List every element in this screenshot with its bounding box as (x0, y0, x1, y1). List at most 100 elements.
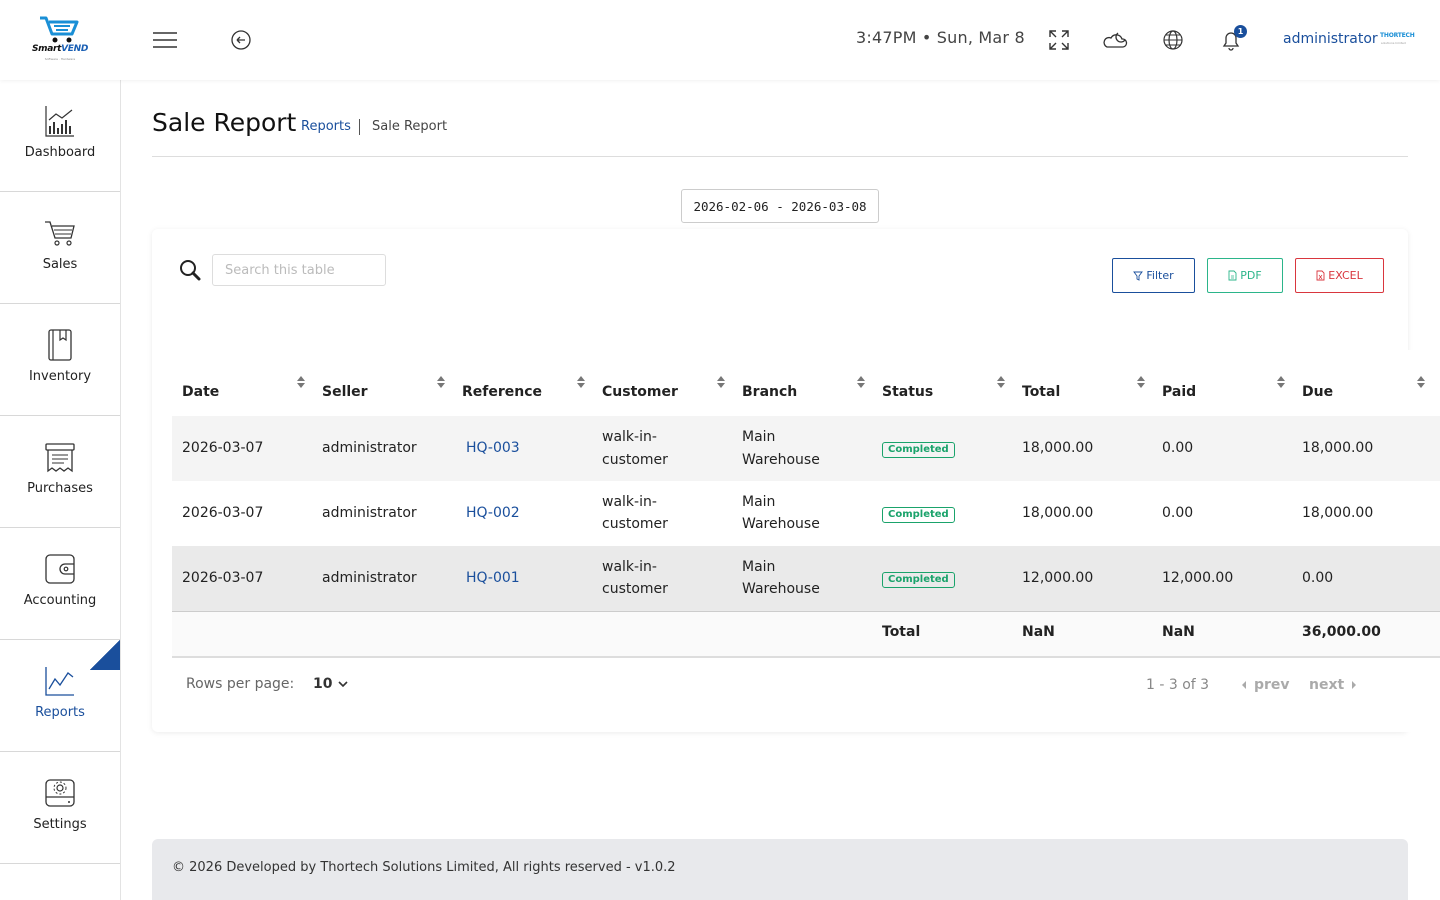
breadcrumb-reports-link[interactable]: Reports (301, 119, 351, 134)
chevron-down-icon (338, 680, 349, 687)
cell-paid: 0.00 (1162, 440, 1194, 456)
column-header-date[interactable]: Date (182, 384, 220, 400)
sidebar-item-settings[interactable]: Settings (0, 752, 120, 864)
status-badge: Completed (882, 507, 955, 523)
rows-per-page-label: Rows per page: (186, 676, 295, 692)
sidebar-item-inventory[interactable]: Inventory (0, 304, 120, 416)
sort-arrows-icon[interactable] (996, 375, 1006, 389)
column-header-status[interactable]: Status (882, 384, 934, 400)
cart-icon (44, 216, 76, 250)
sidebar-item-label: Inventory (28, 369, 92, 384)
cart-logo-icon (40, 16, 79, 43)
sort-arrows-icon[interactable] (1136, 375, 1146, 389)
org-logo: THORTECH solutions limited (1380, 32, 1416, 48)
theme-toggle-button[interactable] (1101, 28, 1129, 52)
pdf-file-icon (1228, 270, 1237, 281)
breadcrumb-current: Sale Report (372, 119, 448, 134)
sort-arrows-icon[interactable] (576, 375, 586, 389)
chevron-left-icon (1242, 681, 1246, 689)
totals-total: NaN (1022, 624, 1055, 640)
sidebar-item-label: Reports (35, 705, 85, 720)
table-row[interactable] (172, 416, 1440, 481)
reference-link[interactable]: HQ-003 (466, 440, 520, 456)
expand-icon (1049, 30, 1069, 50)
column-header-due[interactable]: Due (1302, 384, 1334, 400)
sidebar-item-label: Purchases (27, 481, 93, 496)
column-header-paid[interactable]: Paid (1162, 384, 1197, 400)
org-logo-tagline: solutions limited (1381, 41, 1406, 45)
page-title: Sale Report (152, 108, 297, 137)
sort-arrows-icon[interactable] (716, 375, 726, 389)
column-header-total[interactable]: Total (1022, 384, 1061, 400)
column-header-reference[interactable]: Reference (462, 384, 543, 400)
menu-toggle-button[interactable] (152, 28, 178, 52)
wallet-icon (44, 552, 76, 586)
clock-display: 3:47PM • Sun, Mar 8 (856, 28, 1025, 47)
footer: © 2026 Developed by Thortech Solutions L… (152, 839, 1408, 900)
org-logo-text: THORTECH (1380, 32, 1415, 39)
sidebar-item-label: Settings (33, 817, 87, 832)
cell-paid: 0.00 (1162, 505, 1194, 521)
table-row[interactable] (172, 546, 1440, 611)
cell-customer-line2: customer (602, 452, 668, 468)
notification-badge: 1 (1234, 25, 1247, 38)
date-range-picker[interactable]: 2026-02-06 - 2026-03-08 (681, 189, 879, 223)
sidebar-item-label: Dashboard (24, 145, 96, 160)
cell-date: 2026-03-07 (182, 505, 264, 521)
sort-arrows-icon[interactable] (1276, 375, 1286, 389)
cell-branch-line2: Warehouse (742, 581, 820, 597)
filter-button-label: Filter (1146, 269, 1174, 282)
totals-row (172, 611, 1440, 658)
sidebar-item-accounting[interactable]: Accounting (0, 528, 120, 640)
hamburger-icon (153, 32, 177, 48)
cell-due: 0.00 (1302, 570, 1334, 586)
sidebar-item-sales[interactable]: Sales (0, 192, 120, 304)
cell-branch-line1: Main (742, 494, 776, 510)
sidebar-item-purchases[interactable]: Purchases (0, 416, 120, 528)
cell-branch-line1: Main (742, 429, 776, 445)
next-page-button[interactable]: next (1309, 677, 1357, 693)
table-search-input[interactable] (212, 254, 386, 286)
settings-drive-icon (44, 776, 76, 810)
sidebar-item-dashboard[interactable]: Dashboard (0, 80, 120, 192)
cell-customer-line1: walk-in- (602, 559, 657, 575)
pdf-export-button[interactable]: PDF (1207, 258, 1283, 293)
column-header-seller[interactable]: Seller (322, 384, 368, 400)
sidebar: Dashboard Sales Inventory Purchases Acco… (0, 80, 121, 900)
excel-export-button[interactable]: EXCEL (1295, 258, 1384, 293)
sort-arrows-icon[interactable] (436, 375, 446, 389)
status-badge: Completed (882, 442, 955, 458)
cell-customer-line2: customer (602, 581, 668, 597)
pdf-button-label: PDF (1240, 269, 1262, 282)
column-header-branch[interactable]: Branch (742, 384, 798, 400)
dashboard-chart-icon (44, 104, 76, 138)
sort-arrows-icon[interactable] (296, 375, 306, 389)
notifications-button[interactable]: 1 (1218, 25, 1247, 53)
sort-arrows-icon[interactable] (856, 375, 866, 389)
rows-per-page-select[interactable]: 10 (313, 676, 349, 692)
back-button[interactable] (229, 28, 253, 52)
language-button[interactable] (1161, 28, 1185, 52)
reference-link[interactable]: HQ-001 (466, 570, 520, 586)
cell-date: 2026-03-07 (182, 570, 264, 586)
search-icon (178, 258, 202, 282)
app-logo[interactable]: SmartVEND Software · Hardware (30, 12, 88, 66)
cell-due: 18,000.00 (1302, 505, 1374, 521)
cell-customer-line2: customer (602, 516, 668, 532)
sort-arrows-icon[interactable] (1416, 375, 1426, 389)
receipt-icon (44, 440, 76, 474)
column-header-customer[interactable]: Customer (602, 384, 678, 400)
totals-due: 36,000.00 (1302, 624, 1381, 640)
cell-seller: administrator (322, 505, 417, 521)
user-menu[interactable]: administrator (1283, 31, 1378, 47)
cell-due: 18,000.00 (1302, 440, 1374, 456)
fullscreen-button[interactable] (1047, 28, 1071, 52)
moon-cloud-icon (1103, 32, 1128, 48)
sidebar-item-reports[interactable]: Reports (0, 640, 120, 752)
filter-button[interactable]: Filter (1112, 258, 1195, 293)
footer-copyright: © 2026 Developed by Thortech Solutions L… (172, 860, 676, 875)
breadcrumb-separator (359, 119, 360, 135)
prev-page-button[interactable]: prev (1241, 677, 1290, 693)
reference-link[interactable]: HQ-002 (466, 505, 520, 521)
cell-branch-line2: Warehouse (742, 452, 820, 468)
